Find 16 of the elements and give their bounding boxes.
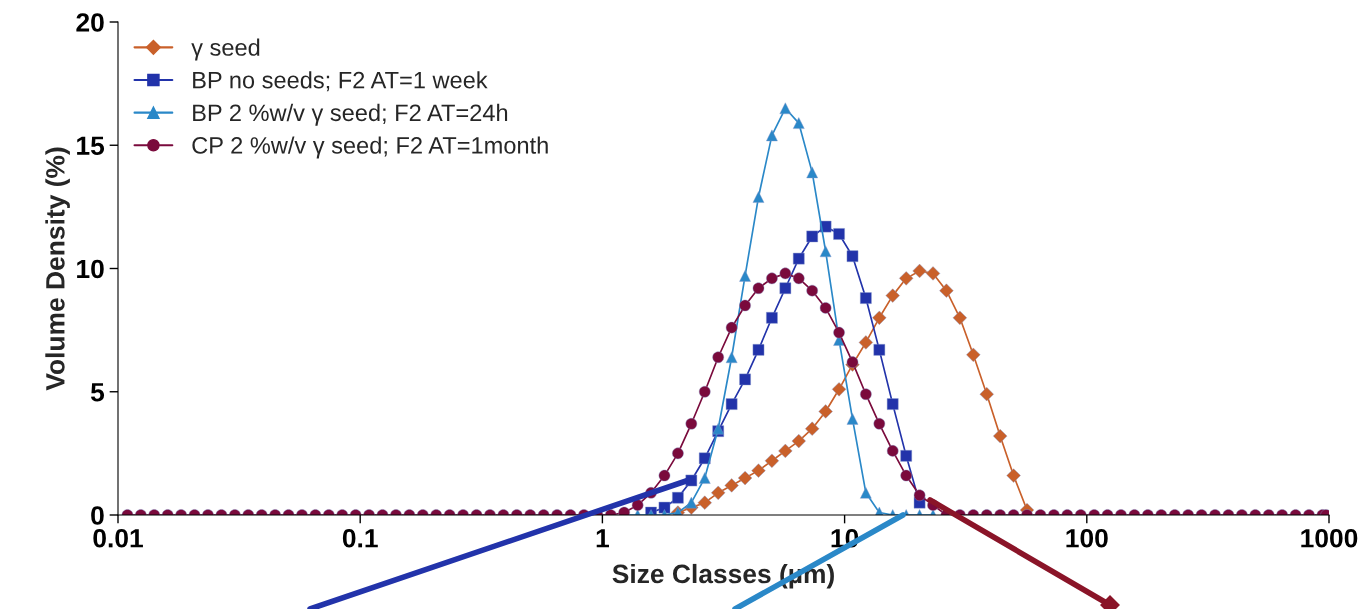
x-tick-label: 100	[1066, 528, 1108, 548]
x-tick-label: 1	[596, 529, 609, 548]
legend-label: BP 2 %w/v γ seed; F2 AT=24h	[193, 103, 508, 126]
point	[833, 228, 845, 240]
y-tick-label: 15	[77, 136, 105, 156]
y-tick-label: 20	[76, 13, 104, 32]
legend-label: BP no seeds; F2 AT=1 week	[193, 71, 488, 92]
y-tick-label: 10	[77, 259, 104, 279]
legend-label: CP 2 %w/v γ seed; F2 AT=1month	[192, 136, 548, 159]
x-tick-label: 0.1	[342, 528, 378, 548]
y-tick-label: 0	[91, 506, 104, 525]
y-axis-title: Volume Density (%)	[45, 147, 70, 391]
x-tick-label: 1000	[1301, 528, 1358, 548]
x-tick-label: 0.01	[93, 528, 143, 548]
legend-label: γ seed	[191, 38, 260, 61]
y-tick-label: 5	[90, 383, 105, 402]
